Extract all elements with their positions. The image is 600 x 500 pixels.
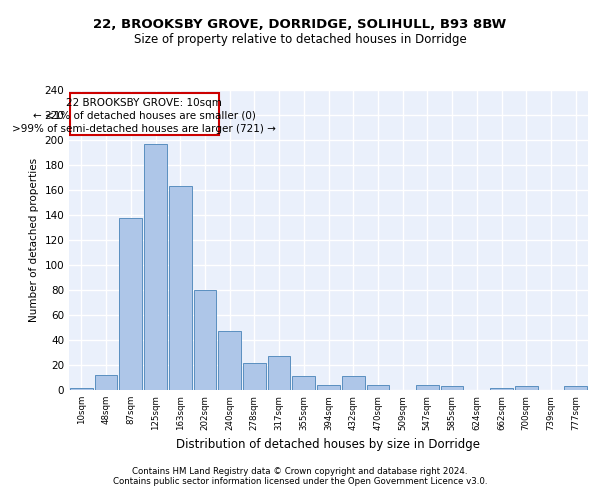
Bar	[95, 375, 118, 390]
Text: Contains public sector information licensed under the Open Government Licence v3: Contains public sector information licen…	[113, 477, 487, 486]
Text: Contains HM Land Registry data © Crown copyright and database right 2024.: Contains HM Land Registry data © Crown c…	[132, 467, 468, 476]
Text: 22 BROOKSBY GROVE: 10sqm: 22 BROOKSBY GROVE: 10sqm	[67, 98, 223, 108]
Bar	[119, 218, 142, 390]
Text: >99% of semi-detached houses are larger (721) →: >99% of semi-detached houses are larger …	[13, 124, 277, 134]
Bar	[441, 386, 463, 390]
Bar	[243, 362, 266, 390]
Bar	[342, 376, 365, 390]
Bar	[292, 376, 315, 390]
Bar	[416, 385, 439, 390]
X-axis label: Distribution of detached houses by size in Dorridge: Distribution of detached houses by size …	[176, 438, 481, 451]
Bar	[268, 356, 290, 390]
Bar	[144, 144, 167, 390]
Y-axis label: Number of detached properties: Number of detached properties	[29, 158, 39, 322]
Bar	[194, 290, 216, 390]
Bar	[367, 385, 389, 390]
Bar	[490, 388, 513, 390]
Text: Size of property relative to detached houses in Dorridge: Size of property relative to detached ho…	[134, 32, 466, 46]
Bar	[317, 385, 340, 390]
Bar	[169, 186, 191, 390]
FancyBboxPatch shape	[70, 92, 218, 135]
Bar	[515, 386, 538, 390]
Bar	[70, 388, 93, 390]
Text: 22, BROOKSBY GROVE, DORRIDGE, SOLIHULL, B93 8BW: 22, BROOKSBY GROVE, DORRIDGE, SOLIHULL, …	[94, 18, 506, 30]
Bar	[564, 386, 587, 390]
Bar	[218, 331, 241, 390]
Text: ← <1% of detached houses are smaller (0): ← <1% of detached houses are smaller (0)	[33, 111, 256, 121]
